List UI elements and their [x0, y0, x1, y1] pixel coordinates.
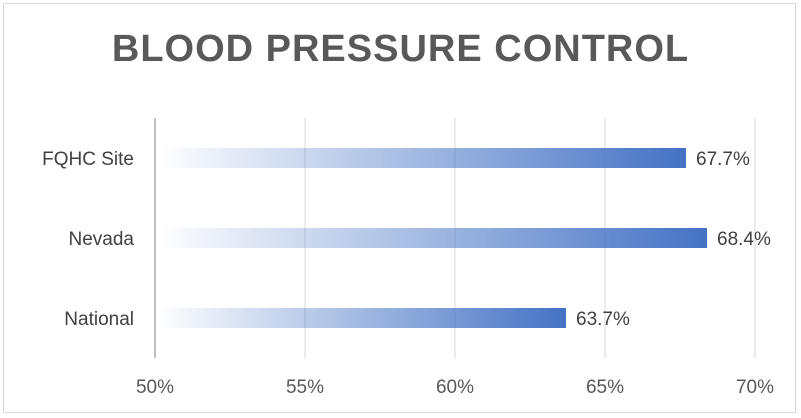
category-label: Nevada: [69, 229, 135, 250]
x-tick-label: 65%: [586, 377, 624, 398]
x-tick-label: 70%: [736, 377, 774, 398]
x-tick-label: 50%: [136, 377, 174, 398]
bar: [157, 148, 686, 168]
data-label: 67.7%: [696, 149, 750, 170]
chart-title: BLOOD PRESSURE CONTROL: [111, 28, 690, 70]
bar: [157, 308, 566, 328]
category-label: FQHC Site: [42, 149, 134, 170]
category-label: National: [64, 309, 134, 330]
data-label: 68.4%: [717, 229, 771, 250]
data-label: 63.7%: [576, 309, 630, 330]
labels: 50% 55% 60% 65% 70% FQHC Site 67.7% Nevada 68.4%…: [42, 149, 774, 398]
chart-frame: [3, 3, 796, 413]
x-tick-label: 60%: [436, 377, 474, 398]
bar: [157, 228, 707, 248]
bars: [157, 148, 707, 328]
x-tick-label: 55%: [286, 377, 324, 398]
